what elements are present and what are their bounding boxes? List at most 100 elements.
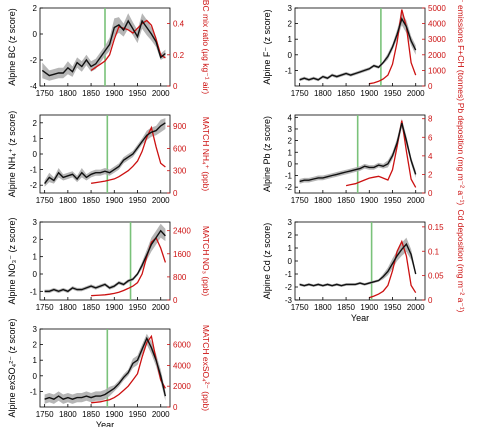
y-right-tick-label: 6000	[173, 341, 191, 350]
y-left-tick-label: -1	[285, 270, 293, 279]
y-right-axis-label: MATCH NH₄⁺ (ppb)	[201, 117, 211, 192]
x-tick-label: 1850	[337, 303, 355, 312]
y-right-tick-label: 600	[173, 144, 187, 153]
x-tick-label: 1750	[291, 196, 309, 205]
y-left-tick-label: -2	[285, 183, 293, 192]
y-left-axis-label: Alpine NO₃⁻ (z score)	[7, 218, 17, 305]
x-tick-label: 1750	[36, 89, 54, 98]
ice-core-uncertainty-band	[42, 13, 166, 81]
y-right-axis-label: Cd deposition (mg m⁻² a⁻¹)	[456, 210, 466, 313]
y-left-tick-label: 1	[288, 35, 293, 44]
y-left-tick-label: 3	[288, 125, 293, 134]
x-tick-label: 1750	[36, 410, 54, 419]
y-left-tick-label: 1	[288, 148, 293, 157]
y-left-tick-label: 1	[33, 356, 38, 365]
ice-core-series-line	[44, 336, 167, 400]
y-right-tick-label: 5000	[428, 4, 446, 13]
y-left-tick-label: 0	[33, 372, 38, 381]
plot-frame	[294, 7, 426, 87]
x-tick-label: 1900	[105, 410, 123, 419]
x-axis-label: Year	[351, 313, 369, 323]
ice-core-uncertainty-band	[299, 237, 416, 287]
y-right-axis-label: Pb deposition (mg m⁻² a⁻¹)	[456, 103, 466, 206]
y-left-tick-label: -2	[30, 181, 38, 190]
x-axis-label: Year	[96, 420, 114, 427]
y-left-tick-label: 2	[288, 231, 293, 240]
ice-core-series-line	[299, 242, 417, 287]
x-tick-label: 2000	[407, 196, 425, 205]
y-right-tick-label: 0	[428, 189, 433, 198]
y-right-tick-label: 6	[428, 133, 433, 142]
y-right-tick-label: 1000	[428, 66, 446, 75]
x-tick-label: 1900	[105, 89, 123, 98]
plot-frame	[294, 114, 426, 194]
y-left-tick-label: 2	[33, 341, 38, 350]
x-tick-label: 1800	[59, 410, 77, 419]
y-right-tick-label: 2000	[428, 51, 446, 60]
x-tick-label: 1850	[337, 89, 355, 98]
x-tick-label: 1800	[59, 89, 77, 98]
x-tick-label: 1800	[314, 89, 332, 98]
x-tick-label: 1900	[360, 196, 378, 205]
x-tick-label: 1750	[36, 196, 54, 205]
y-left-tick-label: -1	[285, 66, 293, 75]
y-right-axis-label: BC mix ratio (µg kg⁻¹ air)	[201, 0, 211, 94]
y-right-tick-label: 2400	[173, 227, 191, 236]
y-right-tick-label: 300	[173, 167, 187, 176]
y-right-tick-label: 1600	[173, 250, 191, 259]
ice-core-uncertainty-band	[299, 118, 416, 184]
y-left-tick-label: -1	[30, 387, 38, 396]
y-right-tick-label: 0	[173, 296, 178, 305]
x-tick-label: 2000	[152, 196, 170, 205]
y-left-tick-label: 0	[288, 51, 293, 60]
y-left-tick-label: 3	[33, 325, 38, 334]
ice-core-series-line	[41, 19, 166, 77]
y-left-tick-label: 0	[288, 160, 293, 169]
x-tick-label: 1950	[129, 303, 147, 312]
y-right-tick-label: 2	[428, 170, 433, 179]
x-tick-label: 2000	[407, 303, 425, 312]
y-right-tick-label: 0.4	[173, 20, 185, 29]
y-right-axis-label: F⁻ emissions F+CH (tonnes)	[456, 0, 466, 101]
x-tick-label: 1900	[360, 89, 378, 98]
y-left-tick-label: 3	[288, 4, 293, 13]
x-tick-label: 1800	[314, 196, 332, 205]
y-left-tick-label: 2	[33, 235, 38, 244]
panel-bc: 2 0 -2 -4 0.4 0.2 0 1750 1800 1850 1900 1950 2000 Alp…	[7, 0, 211, 98]
plot-frame	[294, 221, 426, 301]
model-series-line	[345, 120, 417, 188]
x-tick-label: 1950	[384, 303, 402, 312]
y-left-axis-label: Alpine BC (z score)	[7, 8, 17, 86]
y-left-tick-label: 2	[33, 4, 38, 13]
y-left-tick-label: -1	[30, 287, 38, 296]
y-right-tick-label: 900	[173, 122, 187, 131]
y-left-tick-label: -3	[285, 296, 293, 305]
y-right-tick-label: 8	[428, 115, 433, 124]
y-right-tick-label: 0	[428, 296, 433, 305]
y-left-axis-label: Alpine NH₄⁺ (z score)	[7, 111, 17, 197]
y-right-tick-label: 0	[173, 189, 178, 198]
y-right-tick-label: 0.15	[428, 223, 444, 232]
x-tick-label: 1850	[82, 303, 100, 312]
x-tick-label: 1850	[82, 410, 100, 419]
y-right-axis-label: MATCH exSO₄²⁻ (ppb)	[201, 325, 211, 411]
y-left-tick-label: 0	[33, 30, 38, 39]
y-left-axis-label: Alpine F⁻ (z score)	[262, 9, 272, 84]
x-tick-label: 1950	[129, 89, 147, 98]
x-tick-label: 1750	[291, 89, 309, 98]
y-right-tick-label: 0.2	[173, 51, 185, 60]
ice-core-series-line	[299, 122, 417, 183]
y-left-tick-label: 1	[288, 244, 293, 253]
ice-core-series-line	[299, 17, 417, 81]
y-left-tick-label: -1	[285, 172, 293, 181]
y-right-tick-label: 0	[428, 82, 433, 91]
y-left-tick-label: 2	[288, 137, 293, 146]
x-tick-label: 2000	[152, 303, 170, 312]
x-tick-label: 1950	[129, 410, 147, 419]
x-tick-label: 1750	[36, 303, 54, 312]
ice-core-uncertainty-band	[44, 223, 166, 294]
x-tick-label: 2000	[152, 410, 170, 419]
y-left-tick-label: 0	[33, 270, 38, 279]
y-right-tick-label: 800	[173, 273, 187, 282]
